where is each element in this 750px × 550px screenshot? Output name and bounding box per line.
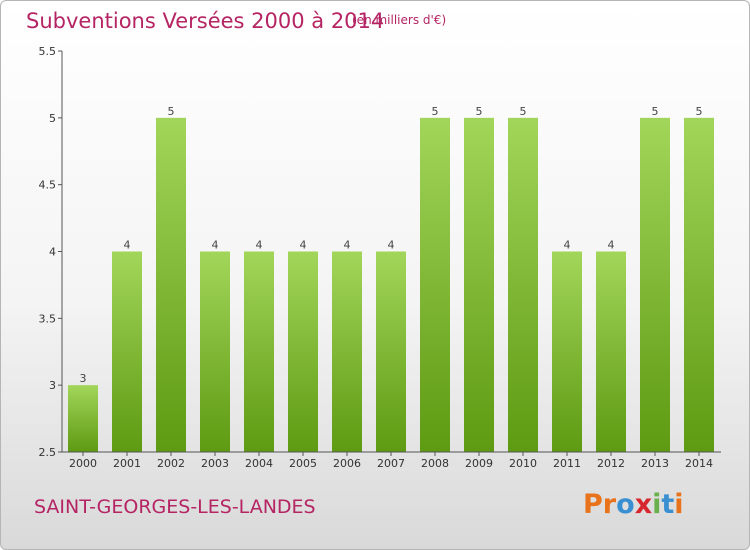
x-tick-label-2009: 2009 xyxy=(465,457,493,470)
x-tick-label-2001: 2001 xyxy=(113,457,141,470)
bar-2013 xyxy=(640,117,670,452)
y-tick-label: 5 xyxy=(49,112,56,125)
proxiti-logo: Proxiti xyxy=(583,489,684,520)
x-tick-label-2008: 2008 xyxy=(421,457,449,470)
bar-2001 xyxy=(112,251,142,452)
unit-label: (en milliers d'€) xyxy=(352,13,447,27)
value-label-2003: 4 xyxy=(212,239,219,252)
value-label-2004: 4 xyxy=(256,239,263,252)
y-tick-label: 3 xyxy=(49,379,56,392)
x-tick-label-2011: 2011 xyxy=(553,457,581,470)
bar-2011 xyxy=(552,251,582,452)
value-label-2002: 5 xyxy=(168,105,175,118)
x-tick-label-2003: 2003 xyxy=(201,457,229,470)
bar-2003 xyxy=(200,251,230,452)
value-label-2011: 4 xyxy=(564,239,571,252)
value-label-2005: 4 xyxy=(300,239,307,252)
bar-2010 xyxy=(508,117,538,452)
logo-letter: o xyxy=(616,489,635,520)
x-tick-label-2012: 2012 xyxy=(597,457,625,470)
logo-letter: t xyxy=(661,489,675,520)
bar-2005 xyxy=(288,251,318,452)
bar-2004 xyxy=(244,251,274,452)
bar-2012 xyxy=(596,251,626,452)
x-tick-label-2007: 2007 xyxy=(377,457,405,470)
value-label-2007: 4 xyxy=(388,239,395,252)
bar-2007 xyxy=(376,251,406,452)
value-label-2001: 4 xyxy=(124,239,131,252)
value-label-2014: 5 xyxy=(696,105,703,118)
x-tick-label-2000: 2000 xyxy=(69,457,97,470)
bar-2006 xyxy=(332,251,362,452)
bar-2008 xyxy=(420,117,450,452)
logo-letter: r xyxy=(602,489,617,520)
value-label-2008: 5 xyxy=(432,105,439,118)
bars-layer: 3 4 5 4 4 4 4 4 5 5 5 4 4 5 5 xyxy=(68,105,714,452)
x-tick-label-2014: 2014 xyxy=(685,457,713,470)
x-tick-label-2005: 2005 xyxy=(289,457,317,470)
value-label-2010: 5 xyxy=(520,105,527,118)
value-label-2000: 3 xyxy=(80,372,87,385)
chart-title: Subventions Versées 2000 à 2014 xyxy=(26,9,385,33)
bar-2009 xyxy=(464,117,494,452)
value-label-2012: 4 xyxy=(608,239,615,252)
logo-letter: x xyxy=(634,489,653,520)
y-tick-label: 3.5 xyxy=(39,312,57,325)
logo-letter: P xyxy=(583,489,603,520)
value-label-2013: 5 xyxy=(652,105,659,118)
y-tick-label: 5.5 xyxy=(39,45,57,58)
bar-2002 xyxy=(156,117,186,452)
y-tick-label: 2.5 xyxy=(39,446,57,459)
y-tick-label: 4.5 xyxy=(39,179,57,192)
axis-layer: 2000 2001 2002 2003 2004 2005 2006 2007 2008 2009… xyxy=(39,45,721,470)
x-tick-label-2004: 2004 xyxy=(245,457,273,470)
x-tick-label-2006: 2006 xyxy=(333,457,361,470)
commune-name: SAINT-GEORGES-LES-LANDES xyxy=(34,496,316,518)
logo-letter: i xyxy=(674,489,684,520)
logo-letter: i xyxy=(652,489,662,520)
bar-2000 xyxy=(68,385,98,452)
bar-2014 xyxy=(684,117,714,452)
y-tick-label: 4 xyxy=(49,246,56,259)
x-tick-label-2010: 2010 xyxy=(509,457,537,470)
x-tick-label-2002: 2002 xyxy=(157,457,185,470)
value-label-2009: 5 xyxy=(476,105,483,118)
value-label-2006: 4 xyxy=(344,239,351,252)
x-tick-label-2013: 2013 xyxy=(641,457,669,470)
